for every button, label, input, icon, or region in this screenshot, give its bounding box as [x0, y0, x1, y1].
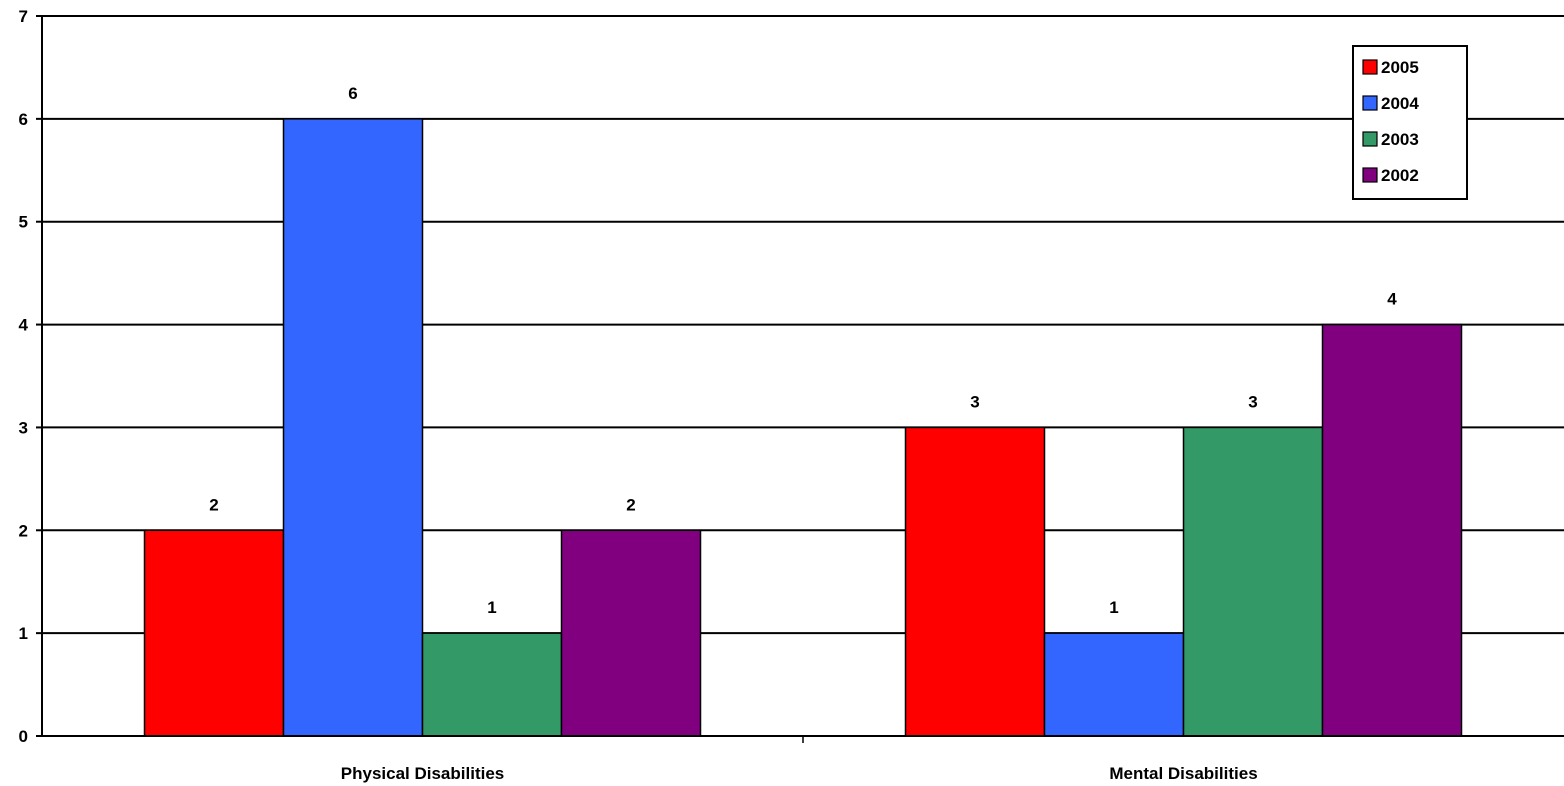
- axes: 0 1 2 3 4 5 6 7 Physical Disabilities Mental Disa…: [19, 7, 1564, 783]
- legend: 2005 2004 2003 2002: [1352, 45, 1468, 200]
- data-label: 3: [1248, 392, 1257, 411]
- bar: [904, 426, 1046, 737]
- x-tick-label: Mental Disabilities: [1109, 764, 1257, 783]
- bars: [143, 118, 1463, 737]
- bar: [421, 632, 563, 737]
- legend-swatch: [1362, 131, 1378, 147]
- y-tick-label: 3: [19, 418, 28, 437]
- x-tick-label: Physical Disabilities: [341, 764, 504, 783]
- legend-label: 2002: [1381, 166, 1419, 185]
- legend-label: 2005: [1381, 58, 1419, 77]
- data-label: 2: [626, 495, 635, 514]
- bar: [1182, 426, 1324, 737]
- legend-swatch: [1362, 95, 1378, 111]
- data-label: 3: [970, 392, 979, 411]
- bar: [1043, 632, 1185, 737]
- legend-label: 2003: [1381, 130, 1419, 149]
- y-tick-label: 5: [19, 213, 28, 232]
- y-tick-label: 4: [19, 316, 29, 335]
- data-label: 4: [1387, 290, 1397, 309]
- y-tick-label: 2: [19, 521, 28, 540]
- data-label: 1: [487, 598, 496, 617]
- legend-label: 2004: [1381, 94, 1419, 113]
- data-label: 2: [209, 495, 218, 514]
- bar: [143, 529, 285, 737]
- legend-swatch: [1362, 59, 1378, 75]
- y-tick-label: 7: [19, 7, 28, 26]
- bar: [282, 118, 424, 737]
- data-label: 6: [348, 84, 357, 103]
- y-tick-label: 1: [19, 624, 28, 643]
- y-tick-label: 0: [19, 727, 28, 746]
- bar: [1321, 323, 1463, 737]
- data-labels: 2 6 1 2 3 1 3 4: [209, 84, 1397, 617]
- y-tick-label: 6: [19, 110, 28, 129]
- bar: [560, 529, 702, 737]
- data-label: 1: [1109, 598, 1118, 617]
- legend-swatch: [1362, 167, 1378, 183]
